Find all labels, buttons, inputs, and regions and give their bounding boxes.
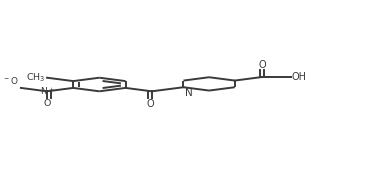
Text: O: O	[147, 99, 154, 109]
Text: O: O	[258, 59, 266, 70]
Text: N: N	[185, 88, 193, 98]
Text: $\mathregular{N^+}$: $\mathregular{N^+}$	[40, 86, 54, 97]
Text: O: O	[44, 99, 51, 108]
Text: CH$_3$: CH$_3$	[26, 71, 46, 84]
Text: $\mathregular{^-}$O: $\mathregular{^-}$O	[3, 75, 19, 86]
Text: OH: OH	[292, 72, 307, 82]
